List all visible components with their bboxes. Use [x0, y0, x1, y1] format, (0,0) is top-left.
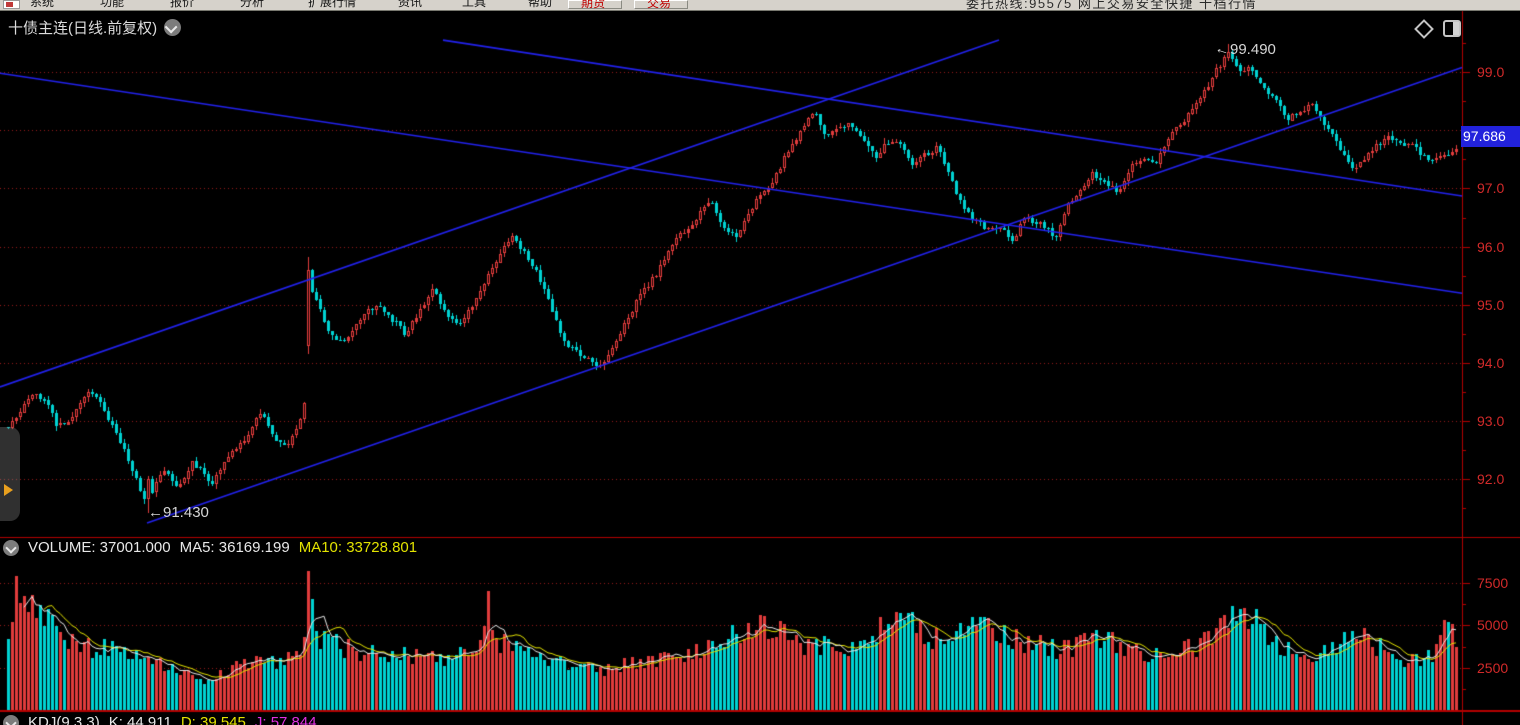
volume-value: VOLUME: 37001.000	[28, 539, 171, 556]
chevron-down-icon[interactable]	[164, 19, 182, 36]
low-annotation: ←91.430	[148, 504, 209, 521]
arrow-left-icon: ←	[148, 504, 163, 521]
kdj-d-value: D: 39.545	[180, 714, 246, 725]
price-axis-label: 95.0	[1477, 296, 1505, 313]
menu-item-6[interactable]: 资讯	[398, 0, 423, 9]
kdj-pane-header: KDJ(9,3,3) K: 44.911 D: 39.545 J: 57.844	[3, 714, 317, 725]
menu-hot-item-2[interactable]: 交易	[634, 0, 688, 10]
menu-item-1[interactable]: 系统	[30, 0, 55, 9]
menu-item-5[interactable]: 扩展行情	[308, 0, 357, 9]
price-axis-label: 97.0	[1477, 180, 1505, 197]
menu-item-8[interactable]: 帮助	[528, 0, 553, 9]
price-axis-label: 94.0	[1477, 355, 1505, 372]
high-annotation: ←99.490	[1212, 39, 1276, 60]
volume-ma5-value: MA5: 36169.199	[179, 539, 290, 556]
app-icon[interactable]	[3, 0, 20, 9]
price-axis-label: 96.0	[1477, 238, 1505, 255]
volume-axis-label: 7500	[1477, 575, 1509, 591]
sidebar-expand-tab[interactable]	[0, 427, 20, 521]
price-axis-label: 92.0	[1477, 471, 1505, 488]
last-price-tag: 97.686	[1461, 126, 1520, 147]
chevron-down-icon[interactable]	[3, 714, 19, 725]
volume-axis-label: 2500	[1477, 659, 1509, 676]
chevron-down-icon[interactable]	[3, 539, 19, 556]
split-window-icon[interactable]	[1443, 20, 1461, 37]
price-axis-label: 99.0	[1477, 64, 1505, 81]
chart-title-row: 十债主连(日线.前复权)	[8, 17, 182, 38]
marquee-text: 委托热线:95575 网上交易安全快捷 十档行情	[966, 0, 1257, 11]
page-title: 十债主连(日线.前复权)	[8, 20, 158, 37]
price-axis-label: 93.0	[1477, 413, 1505, 430]
kdj-title: KDJ(9,3,3)	[28, 714, 100, 725]
kdj-k-value: K: 44.911	[108, 714, 172, 725]
menu-item-2[interactable]: 功能	[100, 0, 125, 9]
menu-item-3[interactable]: 报价	[170, 0, 195, 9]
volume-ma10-value: MA10: 33728.801	[298, 539, 418, 556]
volume-axis-label: 5000	[1477, 617, 1509, 634]
volume-pane-header: VOLUME: 37001.000 MA5: 36169.199 MA10: 3…	[3, 539, 417, 556]
menu-item-4[interactable]: 分析	[240, 0, 265, 9]
arrow-right-icon	[4, 484, 13, 496]
menu-item-7[interactable]: 工具	[462, 0, 487, 9]
menu-bar: 系统 功能 报价 分析 扩展行情 资讯 工具 帮助 期货 交易 委托热线:95575 网上交易安全…	[0, 0, 1520, 11]
menu-hot-item-1[interactable]: 期货	[568, 0, 622, 10]
kdj-j-value: J: 57.844	[254, 714, 317, 725]
